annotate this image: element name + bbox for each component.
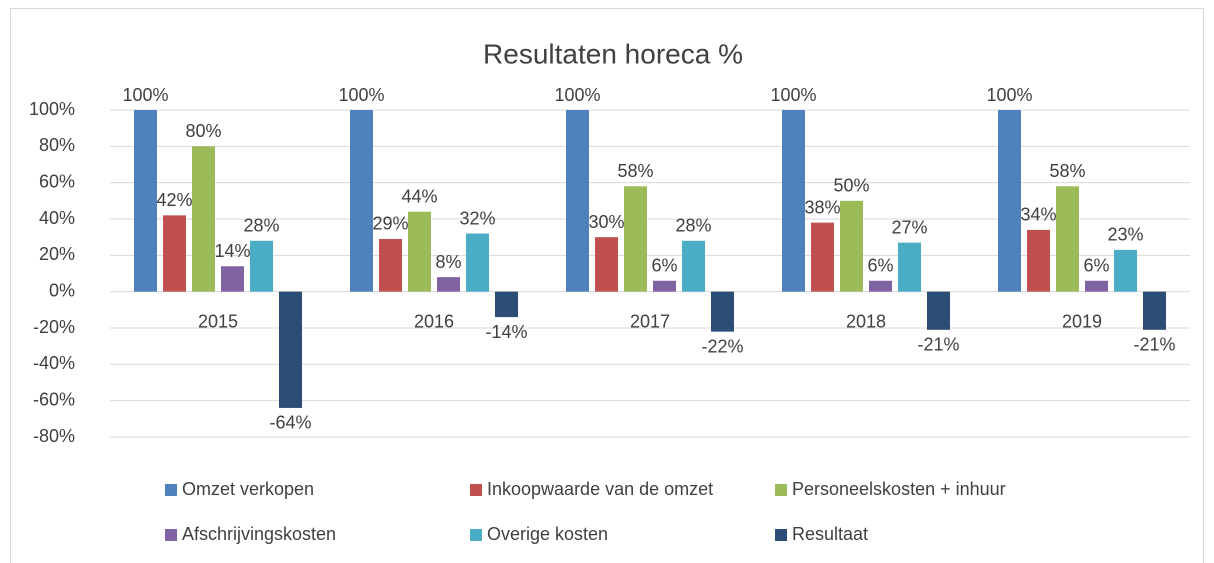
y-tick-label: 80% <box>39 135 75 155</box>
data-label: 6% <box>867 256 893 276</box>
legend-label: Overige kosten <box>487 524 608 544</box>
data-label: 58% <box>617 161 653 181</box>
legend-swatch <box>470 484 482 496</box>
data-label: 100% <box>122 85 168 105</box>
bar <box>927 291 950 330</box>
bar <box>711 291 734 332</box>
bar <box>1085 280 1108 292</box>
data-label: -22% <box>701 336 743 356</box>
y-tick-label: 0% <box>49 280 75 300</box>
data-label: 100% <box>338 85 384 105</box>
bar <box>1056 186 1079 292</box>
y-tick-label: 60% <box>39 171 75 191</box>
bar <box>350 110 373 292</box>
data-label: 34% <box>1020 205 1056 225</box>
data-label: 80% <box>185 121 221 141</box>
bar <box>221 266 244 292</box>
bar <box>566 110 589 292</box>
data-label: 32% <box>459 208 495 228</box>
y-tick-label: 20% <box>39 244 75 264</box>
bar <box>379 238 402 292</box>
x-tick-label: 2016 <box>414 311 454 331</box>
data-label: -21% <box>917 335 959 355</box>
bar <box>134 110 157 292</box>
bar <box>595 237 618 292</box>
legend-swatch <box>470 529 482 541</box>
x-tick-label: 2017 <box>630 311 670 331</box>
data-label: 28% <box>243 216 279 236</box>
chart-border <box>10 8 1204 563</box>
data-label: -14% <box>485 322 527 342</box>
data-label: 100% <box>554 85 600 105</box>
bar <box>408 211 431 292</box>
bar <box>163 215 186 292</box>
data-label: 6% <box>651 256 677 276</box>
data-label: 44% <box>401 186 437 206</box>
legend-label: Omzet verkopen <box>182 479 314 499</box>
bar <box>250 240 273 292</box>
data-label: 100% <box>770 85 816 105</box>
bar <box>495 291 518 318</box>
bar <box>624 186 647 292</box>
data-label: 23% <box>1107 225 1143 245</box>
legend-swatch <box>165 484 177 496</box>
legend-swatch <box>775 529 787 541</box>
legend-label: Resultaat <box>792 524 868 544</box>
y-tick-label: 40% <box>39 208 75 228</box>
y-tick-label: -40% <box>33 353 75 373</box>
data-label: 8% <box>435 252 461 272</box>
bar <box>898 242 921 292</box>
data-label: 6% <box>1083 256 1109 276</box>
bar <box>279 291 302 408</box>
legend-swatch <box>165 529 177 541</box>
bar <box>653 280 676 292</box>
data-label: 50% <box>833 176 869 196</box>
data-label: -21% <box>1133 335 1175 355</box>
legend-label: Personeelskosten + inhuur <box>792 479 1006 499</box>
bar <box>782 110 805 292</box>
chart-title: Resultaten horeca % <box>483 38 743 69</box>
y-tick-label: -80% <box>33 426 75 446</box>
bar <box>811 222 834 292</box>
data-label: 100% <box>986 85 1032 105</box>
y-tick-label: -20% <box>33 317 75 337</box>
bar <box>840 200 863 292</box>
y-tick-label: -60% <box>33 389 75 409</box>
legend-label: Afschrijvingskosten <box>182 524 336 544</box>
data-label: -64% <box>269 413 311 433</box>
x-tick-label: 2019 <box>1062 311 1102 331</box>
bar <box>1114 249 1137 292</box>
y-tick-label: 100% <box>29 99 75 119</box>
bar <box>1143 291 1166 330</box>
legend-swatch <box>775 484 787 496</box>
x-tick-label: 2018 <box>846 311 886 331</box>
bar <box>998 110 1021 292</box>
legend-label: Inkoopwaarde van de omzet <box>487 479 713 499</box>
data-label: 58% <box>1049 161 1085 181</box>
data-label: 27% <box>891 217 927 237</box>
data-label: 38% <box>804 197 840 217</box>
data-label: 42% <box>156 190 192 210</box>
bar <box>682 240 705 292</box>
data-label: 28% <box>675 216 711 236</box>
bar <box>1027 229 1050 292</box>
bar <box>437 277 460 292</box>
x-tick-label: 2015 <box>198 311 238 331</box>
bar <box>869 280 892 292</box>
data-label: 14% <box>214 241 250 261</box>
data-label: 30% <box>588 212 624 232</box>
bar <box>466 233 489 292</box>
data-label: 29% <box>372 214 408 234</box>
bar <box>192 146 215 292</box>
